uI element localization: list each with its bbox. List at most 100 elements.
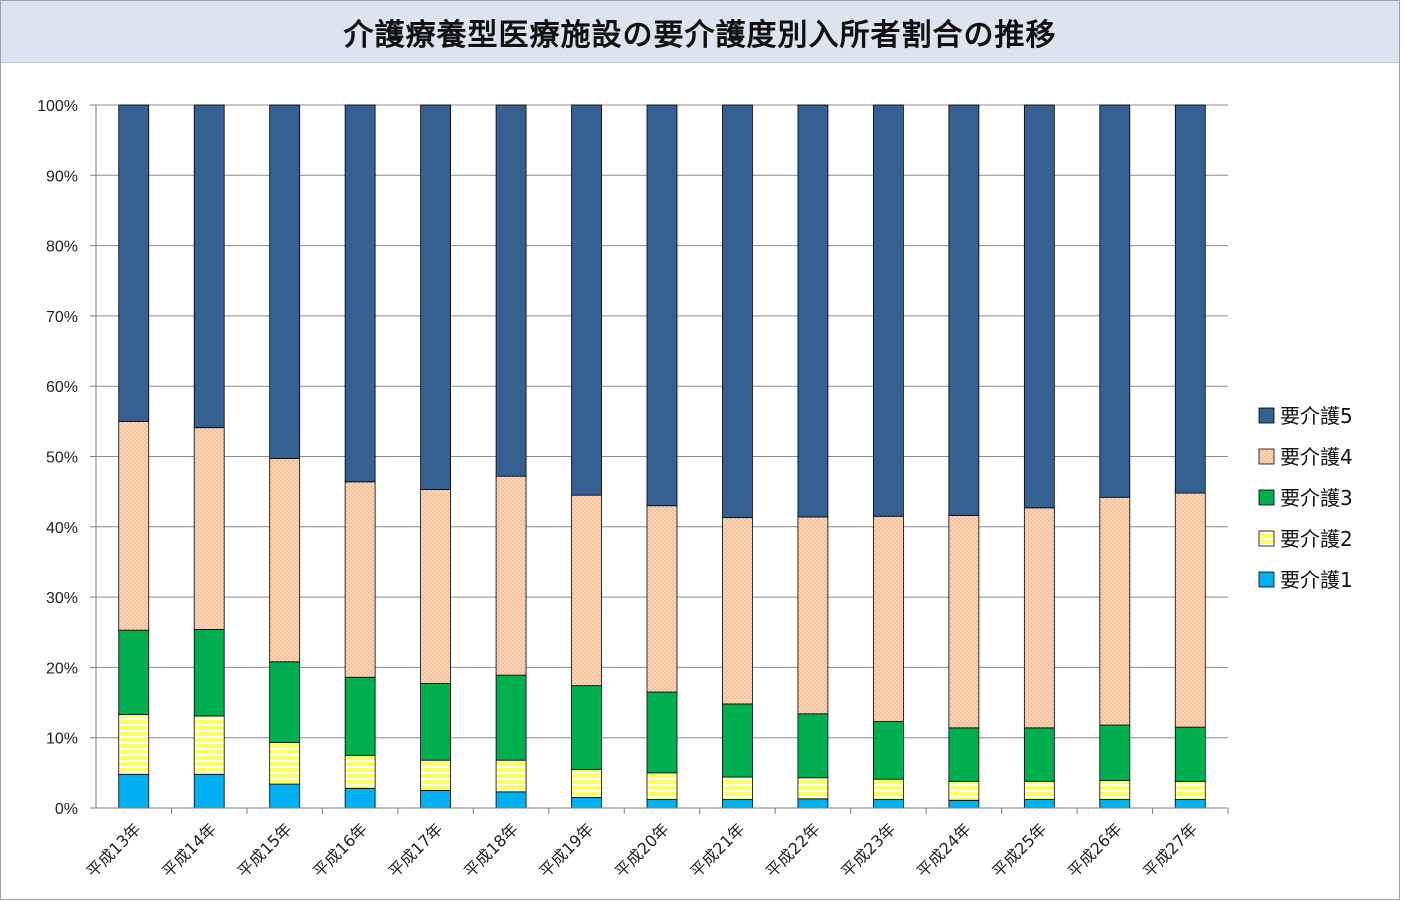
y-tick-label: 0% <box>55 801 78 818</box>
x-tick-label: 平成13年 <box>83 819 145 881</box>
y-tick-label: 20% <box>46 660 78 677</box>
bar-segment <box>495 104 527 477</box>
x-tick-label: 平成18年 <box>460 819 522 881</box>
bar-segment <box>193 629 225 717</box>
y-tick-label: 30% <box>46 590 78 607</box>
x-tick-label: 平成24年 <box>913 819 975 881</box>
bar-segment <box>344 104 376 483</box>
x-tick-label: 平成14年 <box>158 819 220 881</box>
bar-segment <box>948 799 980 809</box>
bar-segment <box>420 759 452 791</box>
bar-segment <box>1174 104 1206 494</box>
bar-segment <box>269 742 301 785</box>
y-tick-label: 50% <box>46 450 78 467</box>
bar-segment <box>722 799 753 809</box>
bar-segment <box>193 427 225 630</box>
bar-segment <box>269 458 301 663</box>
bar-segment <box>948 780 980 801</box>
legend-label: 要介護4 <box>1280 445 1353 469</box>
x-tick-label: 平成17年 <box>385 819 447 881</box>
y-tick-label: 70% <box>46 309 78 326</box>
x-tick-label: 平成27年 <box>1139 819 1201 881</box>
legend: 要介護5 要介護4 要介護3 要介護2 要介護1 <box>1258 404 1353 592</box>
bar-segment <box>571 797 602 809</box>
bar-segment <box>420 489 452 684</box>
bar-segment <box>722 776 753 800</box>
bar-segment <box>722 104 753 519</box>
bar-segment <box>646 505 678 693</box>
legend-swatch <box>1258 530 1275 547</box>
bar-segment <box>344 481 376 678</box>
bar-segment <box>118 104 150 422</box>
y-tick-label: 60% <box>46 379 78 396</box>
y-tick-label: 10% <box>46 731 78 748</box>
bar-segment <box>1099 799 1131 809</box>
bar-segment <box>948 104 980 516</box>
bar-segment <box>873 778 904 800</box>
bar-segment <box>1099 104 1131 498</box>
x-tick-label: 平成26年 <box>1064 819 1126 881</box>
bar-segment <box>797 777 829 800</box>
bar-segment <box>1023 799 1055 809</box>
x-tick-label: 平成25年 <box>988 819 1050 881</box>
bar-segment <box>1174 799 1206 809</box>
bar-segment <box>571 685 602 770</box>
bar-segment <box>118 714 150 775</box>
bar-segment <box>1099 724 1131 781</box>
bar-segment <box>269 783 301 809</box>
bar-segment <box>495 674 527 761</box>
bar-segment <box>495 759 527 793</box>
bar-segment <box>873 104 904 517</box>
bar-segment <box>344 787 376 809</box>
bar-segment <box>797 798 829 809</box>
x-tick-label: 平成22年 <box>762 819 824 881</box>
y-tick-label: 100% <box>37 98 78 115</box>
bar-segment <box>269 104 301 460</box>
bar-segment <box>873 799 904 809</box>
bar-segment <box>873 515 904 722</box>
legend-label: 要介護1 <box>1280 568 1353 592</box>
bar-segment <box>873 721 904 780</box>
bar-segment <box>571 768 602 798</box>
x-tick-label: 平成20年 <box>611 819 673 881</box>
bar-segment <box>571 104 602 496</box>
bar-segment <box>1023 780 1055 800</box>
x-tick-label: 平成21年 <box>687 819 749 881</box>
x-tick-label: 平成19年 <box>536 819 598 881</box>
bar-segment <box>722 703 753 778</box>
bar-segment <box>344 754 376 789</box>
y-tick-label: 90% <box>46 168 78 185</box>
bar-segment <box>420 683 452 761</box>
legend-label: 要介護5 <box>1280 404 1353 428</box>
bar-segment <box>646 691 678 774</box>
x-tick-label: 平成23年 <box>837 819 899 881</box>
bar-segment <box>1023 104 1055 509</box>
bar-segment <box>1099 496 1131 726</box>
bar-segment <box>797 713 829 779</box>
y-tick-label: 80% <box>46 239 78 256</box>
bar-segment <box>1023 507 1055 729</box>
y-tick-label: 40% <box>46 520 78 537</box>
x-tick-label: 平成15年 <box>234 819 296 881</box>
x-tick-label: 平成16年 <box>309 819 371 881</box>
bar-segment <box>269 661 301 744</box>
bar-segment <box>495 791 527 809</box>
bar-segment <box>646 799 678 809</box>
bar-segment <box>571 494 602 687</box>
bar-segment <box>646 104 678 507</box>
bar-segment <box>193 715 225 775</box>
legend-swatch <box>1258 571 1275 588</box>
bar-segment <box>722 517 753 705</box>
bar-segment <box>193 773 225 809</box>
legend-label: 要介護3 <box>1280 486 1353 510</box>
bar-segment <box>948 515 980 729</box>
bar-segment <box>1023 727 1055 782</box>
bar-segment <box>193 104 225 429</box>
title-bar: 介護療養型医療施設の要介護度別入所者割合の推移 <box>1 1 1399 63</box>
bar-segment <box>344 676 376 756</box>
chart-title: 介護療養型医療施設の要介護度別入所者割合の推移 <box>343 17 1057 53</box>
bar-segment <box>118 629 150 715</box>
bar-segment <box>1174 726 1206 782</box>
